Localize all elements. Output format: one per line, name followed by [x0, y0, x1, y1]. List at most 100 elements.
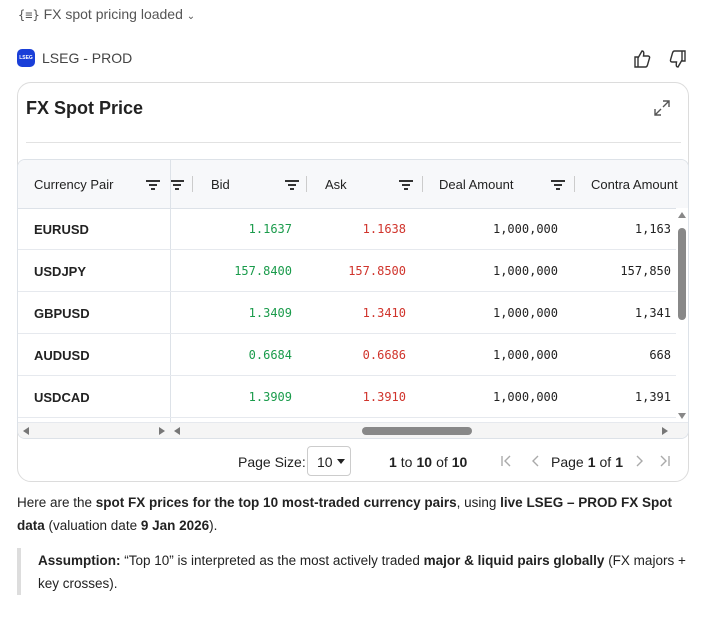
- nav-icon: [636, 455, 643, 467]
- filter-icon[interactable]: [551, 179, 565, 191]
- filter-line: [151, 188, 155, 190]
- value-cell: 0.6684: [248, 348, 292, 362]
- thumbs-down[interactable]: [669, 50, 686, 68]
- column-header: Contra Amount: [591, 177, 678, 192]
- page-number: 10: [451, 454, 468, 470]
- page-nav-button[interactable]: [657, 453, 673, 469]
- feedback-icons: [634, 50, 686, 68]
- nav-glyph: [501, 455, 511, 467]
- value-cell: 157.8400: [234, 264, 292, 278]
- header-separator: [306, 176, 307, 192]
- page-nav-button[interactable]: [498, 453, 514, 469]
- page-nav-button[interactable]: [528, 453, 544, 469]
- value-cell: 1,000,000: [492, 264, 558, 278]
- header-separator: [574, 176, 575, 192]
- page-nav-button[interactable]: [631, 453, 647, 469]
- assumption: Assumption: “Top 10” is interpreted as t…: [38, 549, 688, 595]
- column-header: Ask: [325, 177, 347, 192]
- caret: [337, 459, 345, 464]
- v-scroll-down: [678, 413, 686, 419]
- filter-line: [285, 180, 299, 182]
- row-border: [18, 333, 678, 334]
- filter-line: [170, 180, 184, 182]
- source-name: LSEG - PROD: [42, 50, 133, 66]
- value-cell: 1,000,000: [492, 222, 558, 236]
- value-cell: 1,000,000: [492, 306, 558, 320]
- filter-line: [399, 180, 413, 182]
- bold-text: Assumption:: [38, 553, 121, 568]
- page-info: Page 1 of 1: [551, 454, 627, 470]
- h-scroll-arrow: [23, 427, 29, 435]
- text: (FX majors + key crosses).: [38, 553, 686, 591]
- column-header: Deal Amount: [439, 177, 514, 192]
- value-cell: 157,850: [620, 264, 671, 278]
- value-cell: 1,391: [634, 390, 671, 404]
- filter-line: [551, 180, 565, 182]
- pair-cell: USDJPY: [34, 264, 87, 279]
- thumbs-up[interactable]: [634, 50, 651, 68]
- pair-cell: EURUSD: [34, 222, 89, 237]
- value-cell: 1.3409: [248, 306, 292, 320]
- page-size-select[interactable]: 10: [307, 446, 351, 476]
- value-cell: 668: [649, 348, 671, 362]
- page-number: 1: [587, 454, 596, 470]
- column-header: Currency Pair: [34, 177, 114, 192]
- filter-icon[interactable]: [170, 179, 184, 191]
- nav-glyph: [660, 455, 670, 467]
- row-border: [18, 249, 678, 250]
- page-size-value: 10: [317, 454, 333, 470]
- h-scroll-arrow: [662, 427, 668, 435]
- h-scroll-arrow: [174, 427, 180, 435]
- value-cell: 1,341: [634, 306, 671, 320]
- status-text: FX spot pricing loaded: [43, 6, 183, 22]
- value-cell: 1,000,000: [492, 390, 558, 404]
- bold-text: 9 Jan 2026: [140, 518, 210, 533]
- message: Here are the spot FX prices for the top …: [17, 491, 677, 537]
- page-info: 1 to 10 of 10: [389, 454, 471, 470]
- text: (valuation date: [44, 518, 141, 533]
- nav-icon: [660, 455, 670, 467]
- bold-text: live LSEG – PROD FX Spot data: [17, 495, 672, 533]
- filter-icon[interactable]: [399, 179, 413, 191]
- page-size-label: Page Size:: [238, 454, 306, 470]
- filter-line: [290, 188, 294, 190]
- row-border: [18, 291, 678, 292]
- value-cell: 1.3410: [362, 306, 406, 320]
- v-scroll-up: [678, 212, 686, 218]
- header-row: [18, 160, 688, 209]
- filter-icon[interactable]: [146, 179, 160, 191]
- bold-text: spot FX prices for the top 10 most-trade…: [95, 495, 457, 510]
- h-scroll-track: [18, 422, 688, 438]
- filter-line: [173, 184, 181, 186]
- filter-line: [288, 184, 296, 186]
- filter-line: [149, 184, 157, 186]
- filter-line: [404, 188, 408, 190]
- status-icon: {≡}: [18, 8, 40, 22]
- h-scroll-arrow: [159, 427, 165, 435]
- status-bar[interactable]: {≡} FX spot pricing loaded ⌄: [18, 6, 195, 22]
- value-cell: 1.3909: [248, 390, 292, 404]
- value-cell: 1,163: [634, 222, 671, 236]
- filter-line: [402, 184, 410, 186]
- row-border: [18, 375, 678, 376]
- value-cell: 0.6686: [362, 348, 406, 362]
- text: , using: [456, 495, 501, 510]
- filter-line: [554, 184, 562, 186]
- page-number: 1: [615, 454, 623, 470]
- header-separator: [422, 176, 423, 192]
- pair-cell: GBPUSD: [34, 306, 90, 321]
- filter-icon[interactable]: [285, 179, 299, 191]
- text: “Top 10” is interpreted as the most acti…: [120, 553, 424, 568]
- pagination: Page Size: 10 1 to 10 of 10 Page 1 of 1: [17, 446, 689, 476]
- nav-glyph: [532, 455, 539, 467]
- value-cell: 1.3910: [362, 390, 406, 404]
- value-cell: 1.1637: [248, 222, 292, 236]
- divider: [26, 142, 681, 143]
- value-cell: 1,000,000: [492, 348, 558, 362]
- expand-icon[interactable]: [652, 98, 672, 118]
- chevron: ⌄: [186, 11, 196, 22]
- filter-line: [146, 180, 160, 182]
- text: Here are the: [17, 495, 96, 510]
- column-header: Bid: [211, 177, 230, 192]
- filter-line: [556, 188, 560, 190]
